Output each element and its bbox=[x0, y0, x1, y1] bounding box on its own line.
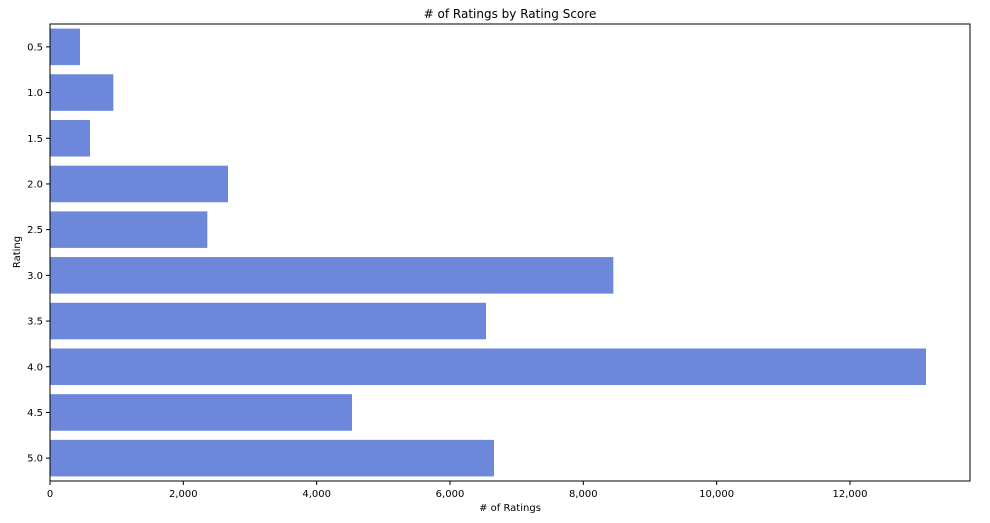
y-tick-label: 5.0 bbox=[27, 454, 43, 465]
y-tick-label: 0.5 bbox=[27, 42, 43, 53]
bar-rating-4-5 bbox=[50, 394, 352, 431]
y-tick-label: 3.0 bbox=[27, 271, 43, 282]
x-axis-label: # of Ratings bbox=[479, 503, 541, 514]
x-tick-label: 10,000 bbox=[699, 489, 734, 500]
y-tick-label: 4.0 bbox=[27, 362, 43, 373]
bar-rating-1-0 bbox=[50, 74, 114, 111]
y-tick-label: 4.5 bbox=[27, 408, 43, 419]
bar-rating-5-0 bbox=[50, 439, 494, 477]
chart-title: # of Ratings by Rating Score bbox=[424, 7, 597, 21]
bars-layer bbox=[50, 28, 926, 477]
bar-rating-4-0 bbox=[50, 348, 926, 386]
y-axis-label: Rating bbox=[12, 236, 23, 268]
bar-rating-1-5 bbox=[50, 119, 90, 157]
x-tick-label: 12,000 bbox=[833, 489, 868, 500]
bar-rating-0-5 bbox=[50, 28, 80, 66]
bar-rating-3-5 bbox=[50, 302, 486, 340]
x-tick-label: 8,000 bbox=[569, 489, 598, 500]
y-tick-label: 1.5 bbox=[27, 134, 43, 145]
plot-frame bbox=[49, 23, 971, 482]
x-tick-label: 2,000 bbox=[169, 489, 198, 500]
x-tick-label: 0 bbox=[47, 489, 53, 500]
bar-rating-2-5 bbox=[50, 211, 208, 248]
x-tick-label: 6,000 bbox=[436, 489, 465, 500]
y-tick-label: 1.0 bbox=[27, 88, 43, 99]
y-tick-label: 3.5 bbox=[27, 317, 43, 328]
bar-rating-3-0 bbox=[50, 257, 614, 294]
y-tick-label: 2.0 bbox=[27, 179, 43, 190]
ticks-layer: 0.5 1.0 1.5 2.0 2.5 3.0 3.5 4.0 4.5 5.0 0 2,000 4,00… bbox=[27, 42, 867, 500]
bar-rating-2-0 bbox=[50, 165, 228, 203]
y-tick-label: 2.5 bbox=[27, 225, 43, 236]
x-tick-label: 4,000 bbox=[302, 489, 331, 500]
